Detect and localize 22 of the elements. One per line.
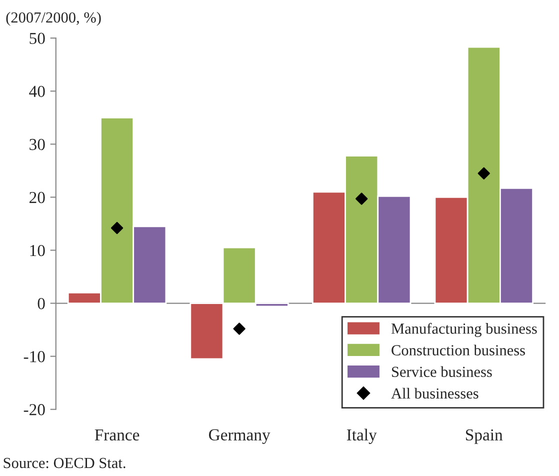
y-tick-label: 0 [38, 298, 45, 310]
x-tick-label: Italy [346, 428, 377, 444]
x-tick-label: Spain [466, 429, 503, 444]
legend-label: Manufacturing business [391, 322, 537, 337]
y-tick-label: 20 [30, 192, 45, 204]
point [356, 192, 368, 205]
y-tick-label: 50 [30, 32, 45, 44]
x-tick-label: France [94, 429, 140, 441]
y-tick-label: 10 [30, 244, 45, 256]
point [110, 222, 124, 234]
source-note: Source: OECD Stat. [4, 458, 126, 468]
point [233, 322, 246, 335]
y-tick-label: -10 [24, 351, 45, 362]
y-tick-label: 40 [29, 86, 45, 98]
legend-label: Construction business [392, 344, 525, 356]
legend-label: Service business [392, 366, 492, 378]
point [478, 167, 490, 180]
legend-label: All businesses [391, 388, 478, 399]
x-tick-label: Germany [209, 429, 270, 444]
y-tick-label: 30 [30, 138, 45, 150]
y-tick-label: -20 [24, 404, 45, 416]
y-axis-title: (2007/2000, %) [6, 12, 101, 26]
